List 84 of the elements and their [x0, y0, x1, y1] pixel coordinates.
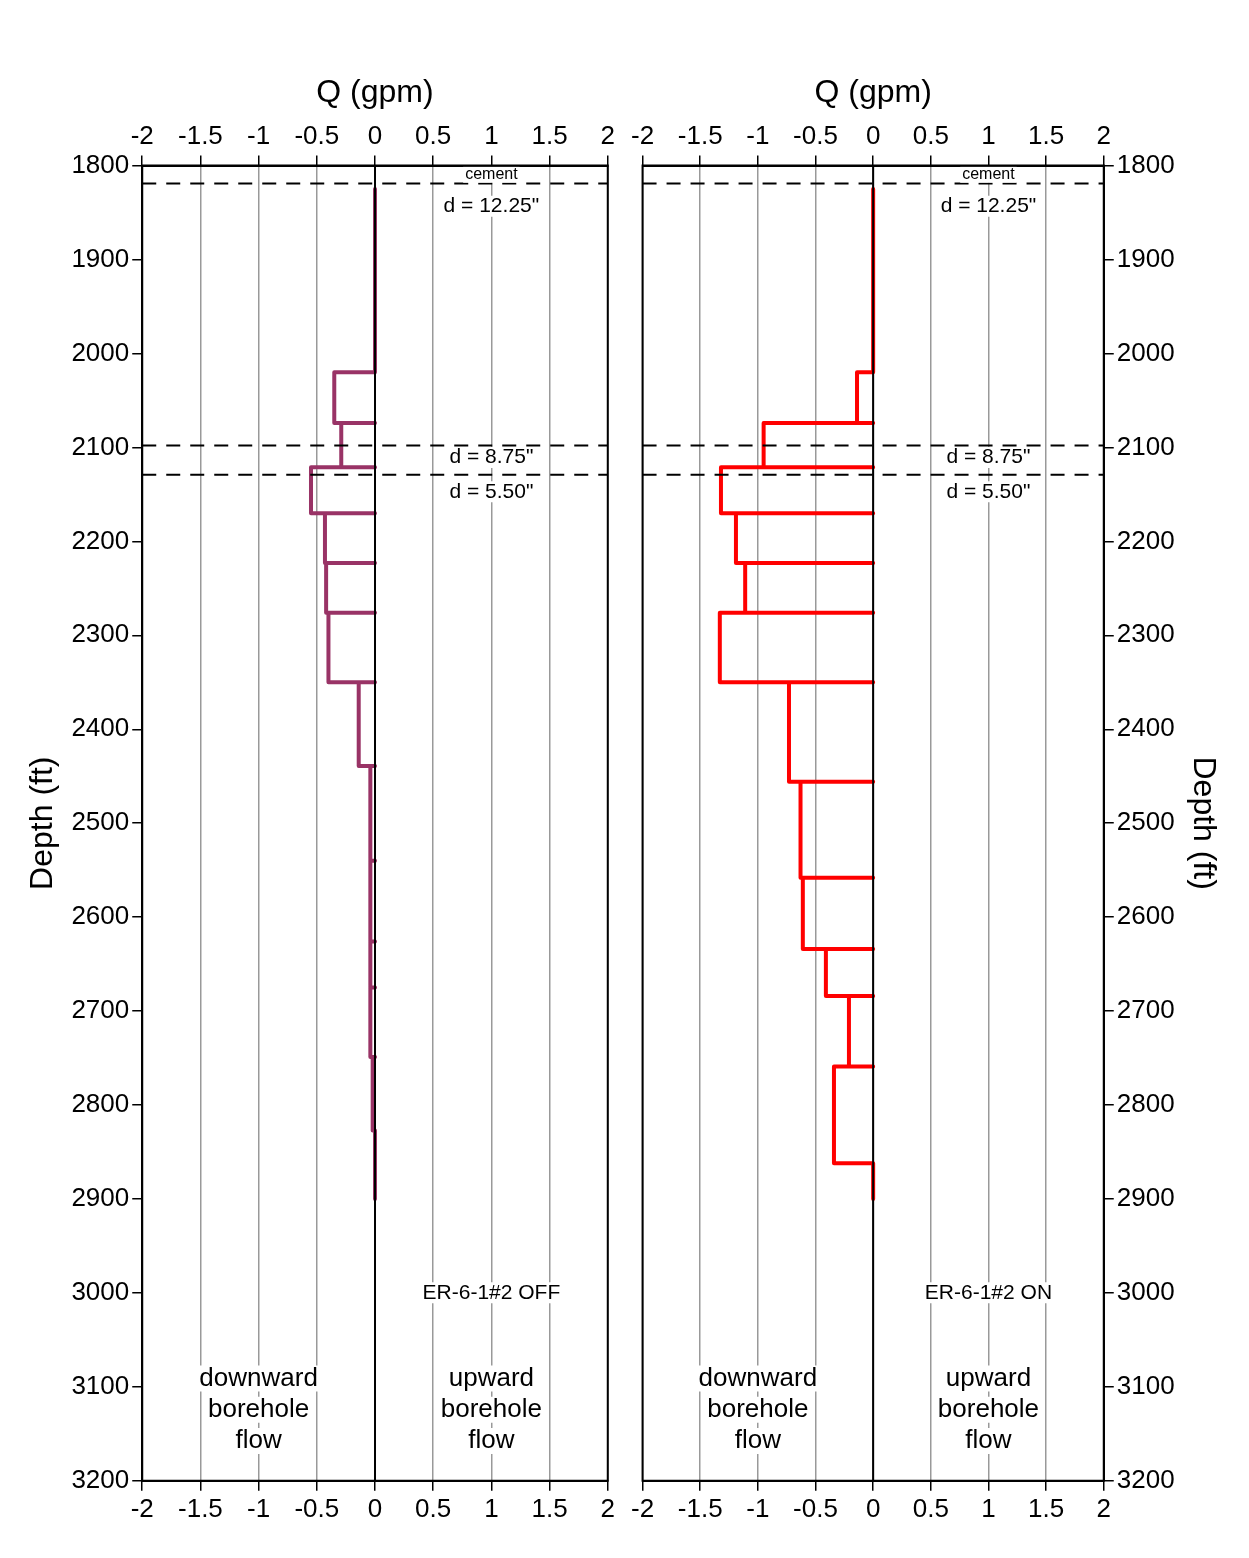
x2-tick-label: -0.5	[294, 120, 340, 151]
y2-tick-label: 2600	[1116, 900, 1175, 931]
x2-tick-label: -1.5	[677, 120, 723, 151]
x2-tick-label: 0	[367, 120, 383, 151]
x2-tick-label: 1.5	[1028, 120, 1065, 151]
y2-tick-label: 1900	[1116, 242, 1175, 273]
x-tick-label: 1.5	[531, 1492, 568, 1523]
annotation: ER-6-1#2 OFF	[422, 1279, 561, 1303]
x2-tick-label: 0.5	[912, 120, 949, 151]
x2-tick-label: 2	[1096, 120, 1111, 151]
y-tick-label: 2700	[71, 994, 130, 1025]
y2-tick-label: 3000	[1116, 1276, 1175, 1307]
x-tick-label: 1	[484, 1492, 499, 1523]
x2-tick-label: 2	[600, 120, 615, 151]
x2-tick-label: -1.5	[178, 120, 223, 151]
x-tick-label: -0.5	[793, 1492, 838, 1523]
x2-tick-label: -1	[247, 120, 271, 151]
annotation: d = 8.75"	[449, 444, 534, 468]
y2-tick-label: 2100	[1116, 430, 1175, 461]
y-tick-label: 3000	[71, 1276, 130, 1307]
x-tick-label: 0.5	[912, 1492, 949, 1523]
y2-tick-label: 2200	[1116, 524, 1175, 555]
y-tick-label: 1800	[71, 148, 130, 179]
x2-tick-label: 0.5	[415, 120, 452, 151]
y-axis-title: Depth (ft)	[23, 756, 60, 890]
x-tick-label: 1.5	[1028, 1492, 1065, 1523]
x-tick-label: -1	[746, 1492, 770, 1523]
x2-tick-label: 1	[484, 120, 499, 151]
annotation: d = 12.25"	[940, 193, 1037, 217]
x2-axis-title: Q (gpm)	[316, 73, 434, 110]
y2-tick-label: 2400	[1116, 712, 1175, 743]
y2-tick-label: 2800	[1116, 1088, 1175, 1119]
y-tick-label: 2000	[71, 336, 130, 367]
x-tick-label: -1	[247, 1492, 271, 1523]
y-tick-label: 2300	[71, 618, 130, 649]
x2-tick-label: 1	[981, 120, 996, 151]
y-tick-label: 2100	[71, 430, 130, 461]
x-tick-label: -2	[631, 1492, 655, 1523]
y2-tick-label: 2700	[1116, 994, 1175, 1025]
x2-axis-title: Q (gpm)	[814, 73, 932, 110]
x2-tick-label: 0	[865, 120, 881, 151]
annotation: d = 5.50"	[946, 478, 1031, 502]
x-tick-label: -0.5	[294, 1492, 340, 1523]
y2-axis-title: Depth (ft)	[1186, 756, 1223, 890]
x-tick-label: 0.5	[415, 1492, 452, 1523]
annotation: ER-6-1#2 ON	[924, 1279, 1053, 1303]
x2-tick-label: -1	[746, 120, 770, 151]
annotation: cement	[465, 165, 519, 183]
x2-tick-label: -0.5	[793, 120, 838, 151]
y2-tick-label: 3200	[1116, 1463, 1175, 1494]
y-tick-label: 2200	[71, 524, 130, 555]
annotation: downward borehole flow	[199, 1361, 318, 1455]
x2-tick-label: -2	[130, 120, 154, 151]
y-tick-label: 2800	[71, 1088, 130, 1119]
x-tick-label: 2	[1096, 1492, 1111, 1523]
x-tick-label: 1	[981, 1492, 996, 1523]
y-tick-label: 1900	[71, 242, 130, 273]
y-tick-label: 2500	[71, 806, 130, 837]
annotation: cement	[962, 165, 1016, 183]
y2-tick-label: 2300	[1116, 618, 1175, 649]
annotation: downward borehole flow	[698, 1361, 818, 1455]
annotation: d = 8.75"	[946, 444, 1031, 468]
y2-tick-label: 3100	[1116, 1370, 1175, 1401]
y-tick-label: 2400	[71, 712, 130, 743]
x-tick-label: -2	[130, 1492, 154, 1523]
x-tick-label: 2	[600, 1492, 615, 1523]
y-tick-label: 3200	[71, 1463, 130, 1494]
annotation: d = 12.25"	[443, 193, 540, 217]
y2-tick-label: 2900	[1116, 1182, 1175, 1213]
y-tick-label: 2600	[71, 900, 130, 931]
annotation: upward borehole flow	[937, 1361, 1040, 1455]
x-tick-label: -1.5	[178, 1492, 223, 1523]
x-tick-label: 0	[367, 1492, 383, 1523]
x-tick-label: 0	[865, 1492, 881, 1523]
y-tick-label: 3100	[71, 1370, 130, 1401]
x-tick-label: -1.5	[677, 1492, 723, 1523]
y2-tick-label: 2500	[1116, 806, 1175, 837]
annotation: d = 5.50"	[449, 478, 534, 502]
y2-tick-label: 1800	[1116, 148, 1175, 179]
y-tick-label: 2900	[71, 1182, 130, 1213]
y2-tick-label: 2000	[1116, 336, 1175, 367]
x2-tick-label: 1.5	[531, 120, 568, 151]
x2-tick-label: -2	[631, 120, 655, 151]
annotation: upward borehole flow	[440, 1361, 542, 1455]
